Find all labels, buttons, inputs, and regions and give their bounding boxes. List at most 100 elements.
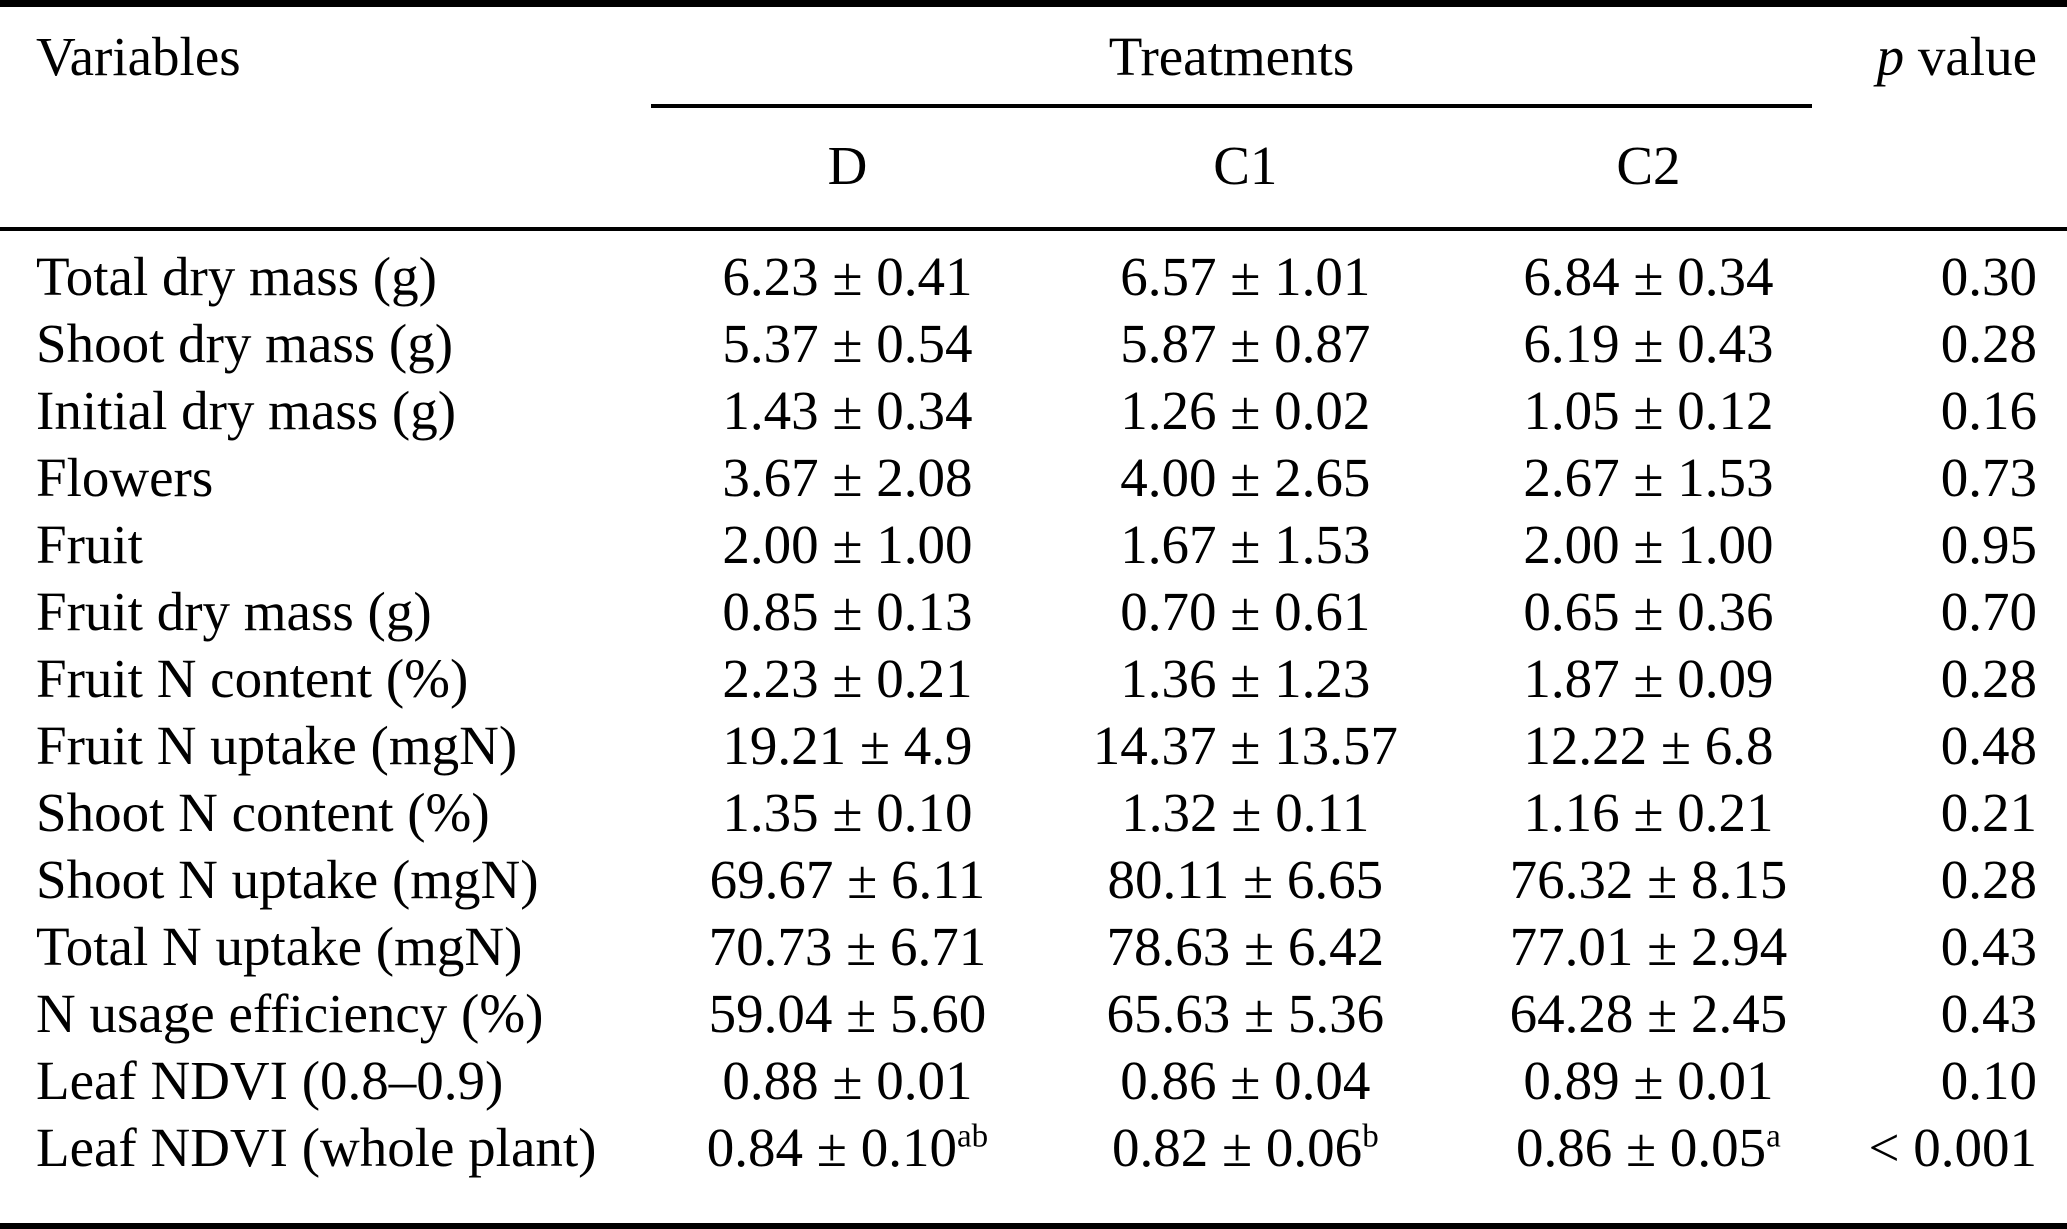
cell-value: 6.57 ± 1.01 bbox=[1120, 246, 1371, 307]
table-row: Leaf NDVI (whole plant) 0.84 ± 0.10ab 0.82… bbox=[0, 1114, 2067, 1227]
treatment-c1-cell: 78.63 ± 6.42 bbox=[1044, 913, 1447, 980]
cell-value: 64.28 ± 2.45 bbox=[1509, 983, 1788, 1044]
p-value-cell: 0.95 bbox=[1850, 511, 2067, 578]
treatment-c1-cell: 80.11 ± 6.65 bbox=[1044, 846, 1447, 913]
cell-value: 5.37 ± 0.54 bbox=[722, 313, 973, 374]
treatment-c1-cell: 4.00 ± 2.65 bbox=[1044, 444, 1447, 511]
variable-cell: Flowers bbox=[0, 444, 651, 511]
treatment-c2-cell: 6.84 ± 0.34 bbox=[1447, 229, 1850, 310]
cell-value: Total N uptake (mgN) bbox=[36, 916, 523, 977]
cell-value: Fruit N content (%) bbox=[36, 648, 469, 709]
treatment-d-cell: 59.04 ± 5.60 bbox=[651, 980, 1044, 1047]
treatment-d-cell: 2.00 ± 1.00 bbox=[651, 511, 1044, 578]
p-value-cell: 0.48 bbox=[1850, 712, 2067, 779]
table-row: Shoot N content (%) 1.35 ± 0.10 1.32 ± 0.1… bbox=[0, 779, 2067, 846]
significance-letter: ab bbox=[956, 1118, 989, 1155]
treatment-c2-cell: 1.16 ± 0.21 bbox=[1447, 779, 1850, 846]
table-row: Total N uptake (mgN) 70.73 ± 6.71 78.63 ± … bbox=[0, 913, 2067, 980]
p-value-cell: 0.28 bbox=[1850, 310, 2067, 377]
table-row: Leaf NDVI (0.8–0.9) 0.88 ± 0.01 0.86 ± 0.0… bbox=[0, 1047, 2067, 1114]
cell-value: Shoot dry mass (g) bbox=[36, 313, 454, 374]
variables-column-header: Variables bbox=[36, 26, 241, 87]
p-value-cell: 0.43 bbox=[1850, 980, 2067, 1047]
treatment-c2-cell: 1.05 ± 0.12 bbox=[1447, 377, 1850, 444]
table-header: Variables Treatments p value D C1 C2 bbox=[0, 4, 2067, 230]
treatment-c2-cell: 0.89 ± 0.01 bbox=[1447, 1047, 1850, 1114]
treatment-d-cell: 0.88 ± 0.01 bbox=[651, 1047, 1044, 1114]
cell-value: 0.85 ± 0.13 bbox=[722, 581, 973, 642]
cell-value: 1.87 ± 0.09 bbox=[1523, 648, 1774, 709]
treatment-column-c2: C2 bbox=[1616, 135, 1681, 196]
treatment-d-cell: 0.85 ± 0.13 bbox=[651, 578, 1044, 645]
treatment-c1-cell: 1.36 ± 1.23 bbox=[1044, 645, 1447, 712]
cell-value: Total dry mass (g) bbox=[36, 246, 437, 307]
cell-value: 80.11 ± 6.65 bbox=[1107, 849, 1384, 910]
table-row: Shoot N uptake (mgN) 69.67 ± 6.11 80.11 ± … bbox=[0, 846, 2067, 913]
p-value-cell: 0.28 bbox=[1850, 846, 2067, 913]
cell-value: 0.28 bbox=[1940, 313, 2037, 374]
treatment-c1-cell: 1.32 ± 0.11 bbox=[1044, 779, 1447, 846]
treatment-c2-cell: 76.32 ± 8.15 bbox=[1447, 846, 1850, 913]
cell-value: 0.43 bbox=[1940, 983, 2037, 1044]
cell-value: 0.28 bbox=[1940, 849, 2037, 910]
treatment-c2-cell: 64.28 ± 2.45 bbox=[1447, 980, 1850, 1047]
variable-cell: Fruit N content (%) bbox=[0, 645, 651, 712]
treatment-d-cell: 1.43 ± 0.34 bbox=[651, 377, 1044, 444]
variable-cell: Leaf NDVI (0.8–0.9) bbox=[0, 1047, 651, 1114]
cell-value: 6.84 ± 0.34 bbox=[1523, 246, 1774, 307]
p-value-cell: 0.73 bbox=[1850, 444, 2067, 511]
treatment-d-cell: 3.67 ± 2.08 bbox=[651, 444, 1044, 511]
cell-value: 0.28 bbox=[1940, 648, 2037, 709]
cell-value: Leaf NDVI (whole plant) bbox=[36, 1117, 597, 1178]
table-body: Total dry mass (g) 6.23 ± 0.41 6.57 ± 1.01… bbox=[0, 229, 2067, 1227]
cell-value: 1.36 ± 1.23 bbox=[1120, 648, 1371, 709]
cell-value: 65.63 ± 5.36 bbox=[1106, 983, 1385, 1044]
significance-letter: b bbox=[1362, 1118, 1379, 1155]
cell-value: 1.32 ± 0.11 bbox=[1121, 782, 1370, 843]
treatment-d-cell: 5.37 ± 0.54 bbox=[651, 310, 1044, 377]
cell-value: 0.48 bbox=[1940, 715, 2037, 776]
p-value-cell: 0.28 bbox=[1850, 645, 2067, 712]
cell-value: 1.67 ± 1.53 bbox=[1120, 514, 1371, 575]
cell-value: 5.87 ± 0.87 bbox=[1120, 313, 1371, 374]
treatment-c1-cell: 5.87 ± 0.87 bbox=[1044, 310, 1447, 377]
table-row: Fruit N uptake (mgN) 19.21 ± 4.9 14.37 ± 1… bbox=[0, 712, 2067, 779]
treatment-d-cell: 6.23 ± 0.41 bbox=[651, 229, 1044, 310]
p-value-cell: 0.21 bbox=[1850, 779, 2067, 846]
variable-cell: N usage efficiency (%) bbox=[0, 980, 651, 1047]
cell-value: Shoot N uptake (mgN) bbox=[36, 849, 539, 910]
treatment-column-d: D bbox=[827, 135, 868, 196]
treatment-d-cell: 2.23 ± 0.21 bbox=[651, 645, 1044, 712]
variable-cell: Shoot N uptake (mgN) bbox=[0, 846, 651, 913]
table-row: Fruit N content (%) 2.23 ± 0.21 1.36 ± 1.2… bbox=[0, 645, 2067, 712]
cell-value: Shoot N content (%) bbox=[36, 782, 490, 843]
cell-value: N usage efficiency (%) bbox=[36, 983, 544, 1044]
treatment-c1-cell: 0.70 ± 0.61 bbox=[1044, 578, 1447, 645]
cell-value: 3.67 ± 2.08 bbox=[722, 447, 973, 508]
significance-letter: a bbox=[1766, 1118, 1781, 1155]
cell-value: Leaf NDVI (0.8–0.9) bbox=[36, 1050, 504, 1111]
treatment-d-cell: 70.73 ± 6.71 bbox=[651, 913, 1044, 980]
treatment-d-cell: 0.84 ± 0.10ab bbox=[651, 1114, 1044, 1227]
treatment-d-cell: 1.35 ± 0.10 bbox=[651, 779, 1044, 846]
cell-value: 2.00 ± 1.00 bbox=[1523, 514, 1774, 575]
cell-value: Initial dry mass (g) bbox=[36, 380, 457, 441]
cell-value: 76.32 ± 8.15 bbox=[1509, 849, 1788, 910]
cell-value: 77.01 ± 2.94 bbox=[1509, 916, 1788, 977]
variable-cell: Total dry mass (g) bbox=[0, 229, 651, 310]
p-value-cell: 0.10 bbox=[1850, 1047, 2067, 1114]
cell-value: 0.82 ± 0.06 bbox=[1112, 1117, 1363, 1178]
cell-value: 2.23 ± 0.21 bbox=[722, 648, 973, 709]
variable-cell: Fruit dry mass (g) bbox=[0, 578, 651, 645]
p-value-cell: 0.16 bbox=[1850, 377, 2067, 444]
cell-value: 0.10 bbox=[1940, 1050, 2037, 1111]
treatment-c1-cell: 0.86 ± 0.04 bbox=[1044, 1047, 1447, 1114]
p-value-column-header: p value bbox=[1850, 4, 2067, 230]
p-value-header-rest: value bbox=[1904, 26, 2037, 87]
cell-value: 6.19 ± 0.43 bbox=[1523, 313, 1774, 374]
cell-value: 1.16 ± 0.21 bbox=[1523, 782, 1774, 843]
treatments-group-label: Treatments bbox=[651, 25, 1812, 108]
p-value-cell: 0.43 bbox=[1850, 913, 2067, 980]
variable-cell: Fruit N uptake (mgN) bbox=[0, 712, 651, 779]
cell-value: Fruit N uptake (mgN) bbox=[36, 715, 518, 776]
